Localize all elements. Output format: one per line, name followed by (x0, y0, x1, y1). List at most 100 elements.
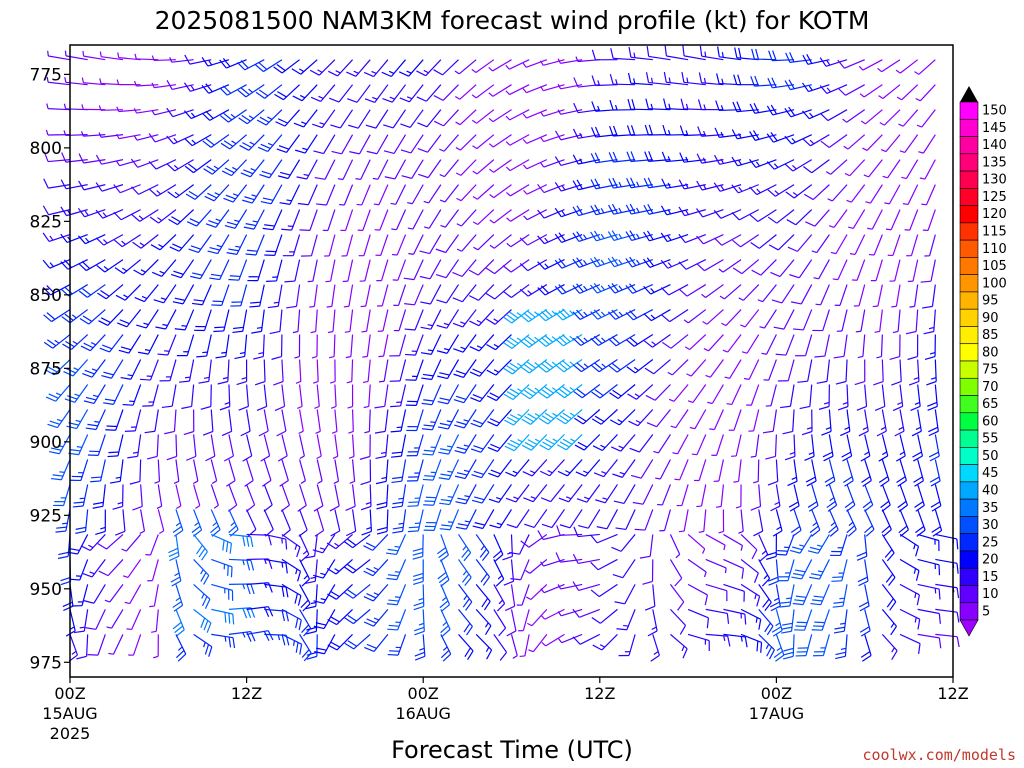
wind-barb (251, 309, 265, 334)
wind-barb (625, 309, 654, 321)
wind-barb (205, 209, 230, 228)
wind-barb (874, 384, 886, 412)
wind-barb (607, 230, 636, 242)
wind-barb (799, 384, 813, 410)
wind-barb (344, 558, 371, 574)
wind-barb (104, 584, 124, 603)
wind-barb (733, 459, 742, 483)
wind-barb (422, 459, 442, 481)
wind-barb (253, 334, 265, 360)
wind-barb (801, 409, 813, 436)
wind-barb (184, 54, 212, 65)
wind-barb (643, 230, 671, 242)
wind-barb (95, 154, 124, 165)
wind-barb (740, 633, 763, 653)
colorbar-swatch (959, 585, 979, 604)
wind-barb (322, 209, 336, 232)
wind-barb (830, 534, 848, 557)
wind-barb (414, 609, 425, 636)
wind-barb (835, 634, 848, 660)
wind-barb (202, 134, 230, 148)
wind-barb (417, 134, 442, 153)
wind-barb (771, 284, 795, 304)
wind-barb (269, 309, 283, 335)
wind-barb (211, 533, 233, 554)
wind-barb (456, 209, 477, 227)
wind-barb (438, 434, 460, 455)
wind-barb (885, 209, 901, 231)
wind-barb (493, 584, 506, 612)
wind-barb (766, 159, 795, 170)
wind-barb (554, 207, 583, 218)
wind-barb (678, 206, 706, 217)
wind-barb (144, 409, 159, 434)
wind-barb (475, 608, 492, 635)
wind-barb (453, 359, 477, 379)
wind-barb (857, 334, 866, 359)
wind-barb (45, 129, 71, 136)
wind-barb (345, 334, 354, 359)
wind-barb (378, 359, 389, 383)
wind-barb (851, 259, 866, 281)
wind-barb (858, 584, 870, 612)
colorbar-swatch (959, 308, 979, 327)
wind-barb (109, 459, 124, 484)
wind-barb (572, 309, 601, 320)
wind-barb (313, 359, 319, 384)
wind-barb (828, 209, 848, 228)
wind-barb (166, 80, 194, 91)
colorbar-label: 125 (982, 190, 1007, 205)
wind-barb (423, 184, 442, 204)
wind-barb (219, 58, 247, 69)
wind-barb (471, 109, 495, 124)
wind-barb (878, 434, 889, 462)
wind-barb (757, 284, 777, 303)
wind-barb (595, 484, 618, 504)
wind-barb (282, 234, 301, 257)
wind-barb (78, 153, 106, 164)
wind-barb (256, 384, 268, 412)
wind-barb (591, 384, 618, 399)
wind-barb (73, 609, 89, 634)
wind-barb (313, 134, 336, 155)
wind-barb (732, 101, 759, 113)
wind-barb (424, 209, 442, 229)
wind-barb (273, 359, 284, 386)
colorbar-swatch (959, 481, 979, 500)
wind-barb (386, 584, 407, 606)
y-tick-label: 875 (30, 359, 62, 379)
wind-barb (644, 584, 656, 611)
wind-barb (276, 409, 287, 437)
wind-barb (541, 509, 565, 529)
wind-barb (664, 45, 689, 61)
wind-barb (301, 234, 318, 257)
wind-barb (78, 259, 106, 272)
wind-barb (375, 234, 389, 257)
wind-barb (740, 558, 759, 583)
wind-barb (731, 156, 759, 167)
wind-barb (43, 334, 71, 349)
wind-barb (784, 79, 812, 91)
colorbar-label: 95 (982, 294, 999, 309)
wind-barb (911, 409, 922, 437)
credit-text: coolwx.com/models (862, 746, 1016, 764)
wind-barb (236, 359, 248, 386)
wind-barb (201, 83, 230, 94)
wind-barb (644, 151, 671, 162)
wind-barb (168, 209, 195, 226)
colorbar-legend: 1501451401351301251201151101051009590858… (959, 86, 1007, 637)
wind-barb (391, 209, 407, 231)
wind-barb (238, 109, 265, 125)
wind-barb (232, 309, 248, 334)
wind-barb (591, 409, 618, 425)
wind-barb (472, 159, 495, 175)
wind-barb (129, 459, 142, 485)
wind-barb (612, 559, 636, 579)
wind-barb (392, 509, 407, 534)
wind-barb (740, 608, 762, 630)
wind-barb (43, 151, 71, 163)
wind-barb (758, 633, 775, 660)
wind-barb (374, 409, 389, 434)
colorbar-swatch (959, 412, 979, 431)
wind-barb (200, 384, 212, 410)
